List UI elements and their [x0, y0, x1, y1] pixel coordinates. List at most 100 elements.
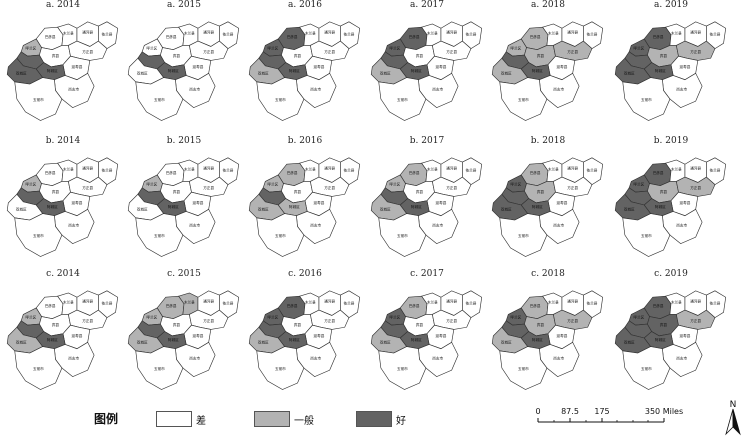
region-label-mulan: 木兰县: [305, 31, 316, 36]
region-label-fangzheng: 方正县: [324, 318, 335, 323]
region-label-yanshou: 延寿县: [193, 200, 204, 205]
region-label-hulan: 呼兰区: [389, 315, 400, 320]
region-label-tonghe: 通河县: [446, 166, 457, 171]
region-label-bayan: 巴彦县: [530, 34, 541, 39]
north-arrow-icon: N: [722, 398, 744, 436]
region-label-shuangcheng: 双城区: [16, 70, 27, 75]
region-label-fangzheng: 方正县: [567, 185, 578, 190]
region-label-bayan: 巴彦县: [287, 170, 298, 175]
region-label-yilan: 依兰县: [710, 32, 721, 37]
region-label-yilan: 依兰县: [223, 32, 234, 37]
region-label-shuangcheng: 双城区: [258, 70, 269, 75]
region-label-shangzhi: 尚志市: [189, 86, 200, 91]
region-label-hulan: 呼兰区: [146, 46, 157, 51]
region-label-shuangcheng: 双城区: [137, 70, 148, 75]
region-label-mulan: 木兰县: [184, 31, 195, 36]
region-label-hulan: 呼兰区: [633, 46, 644, 51]
panel-title: a. 2019: [654, 0, 688, 10]
region-label-acheng: 阿城区: [655, 204, 666, 209]
region-label-shangzhi: 尚志市: [310, 222, 321, 227]
region-label-mulan: 木兰县: [671, 167, 682, 172]
region-label-hulan: 呼兰区: [267, 315, 278, 320]
map-panel: a. 2015 巴彦县 木兰县 通河县 依兰县 呼兰区 宾县 方正县 延寿县 阿城区 双城区 尚志市五…: [125, 0, 243, 128]
region-label-hulan: 呼兰区: [389, 46, 400, 51]
map-panel: b. 2018 巴彦县 木兰县 通河县 依兰县 呼兰区 宾县 方正县 延寿县 阿城区 双城区 尚志市五…: [489, 136, 607, 264]
region-label-fangzheng: 方正县: [203, 185, 214, 190]
region-label-shuangcheng: 双城区: [137, 339, 148, 344]
region-label-fangzheng: 方正县: [324, 49, 335, 54]
region-label-bayan: 巴彦县: [409, 34, 420, 39]
region-label-wuchang: 五常市: [275, 97, 286, 102]
region-label-shangzhi: 尚志市: [676, 222, 687, 227]
region-label-bayan: 巴彦县: [530, 170, 541, 175]
region-label-wuchang: 五常市: [397, 97, 408, 102]
region-wuchang: [14, 213, 63, 257]
region-label-wuchang: 五常市: [518, 366, 529, 371]
region-label-bayan: 巴彦县: [45, 170, 56, 175]
region-label-mulan: 木兰县: [427, 167, 438, 172]
region-label-hulan: 呼兰区: [633, 182, 644, 187]
region-label-fangzheng: 方正县: [567, 318, 578, 323]
region-label-yanshou: 延寿县: [193, 64, 204, 69]
map-panel: a. 2016 巴彦县 木兰县 通河县 依兰县 呼兰区 宾县 方正县 延寿县 阿城区 双城区 尚志市五…: [246, 0, 364, 128]
region-label-yilan: 依兰县: [344, 301, 355, 306]
region-label-wuchang: 五常市: [518, 97, 529, 102]
map-panel: a. 2019 巴彦县 木兰县 通河县 依兰县 呼兰区 宾县 方正县 延寿县 阿城区 双城区 尚志市五…: [612, 0, 730, 128]
region-label-binxian: 宾县: [294, 322, 302, 327]
region-label-tonghe: 通河县: [82, 166, 93, 171]
scale-bar: 0 87.5 175 350 Miles: [535, 404, 686, 434]
region-label-acheng: 阿城区: [655, 337, 666, 342]
region-label-acheng: 阿城区: [47, 204, 58, 209]
region-label-binxian: 宾县: [660, 322, 668, 327]
panel-title: a. 2015: [167, 0, 201, 10]
legend-label-poor: 差: [196, 416, 206, 427]
scale-tick-3: 350 Miles: [645, 407, 683, 416]
region-label-wuchang: 五常市: [154, 97, 165, 102]
region-label-shangzhi: 尚志市: [432, 222, 443, 227]
region-label-yilan: 依兰县: [102, 32, 113, 37]
region-label-bayan: 巴彦县: [287, 303, 298, 308]
region-label-binxian: 宾县: [416, 322, 424, 327]
region-label-shangzhi: 尚志市: [553, 355, 564, 360]
region-label-binxian: 宾县: [52, 53, 60, 58]
region-label-mulan: 木兰县: [184, 167, 195, 172]
region-label-wuchang: 五常市: [518, 233, 529, 238]
region-label-yilan: 依兰县: [466, 168, 477, 173]
legend-label-good: 好: [396, 416, 406, 427]
scale-tick-1: 87.5: [561, 407, 579, 416]
region-label-yanshou: 延寿县: [680, 200, 691, 205]
region-label-mulan: 木兰县: [671, 300, 682, 305]
region-wuchang: [14, 346, 63, 390]
panel-title: b. 2019: [653, 136, 689, 146]
region-label-hulan: 呼兰区: [267, 182, 278, 187]
region-label-shuangcheng: 双城区: [380, 70, 391, 75]
region-label-hulan: 呼兰区: [510, 46, 521, 51]
region-label-tonghe: 通河县: [446, 30, 457, 35]
map-panel: c. 2017 巴彦县 木兰县 通河县 依兰县 呼兰区 宾县 方正县 延寿县 阿城区 双城区 尚志市五…: [368, 269, 486, 397]
region-label-yilan: 依兰县: [587, 32, 598, 37]
region-label-shuangcheng: 双城区: [501, 339, 512, 344]
region-label-fangzheng: 方正县: [690, 318, 701, 323]
region-wuchang: [622, 213, 671, 257]
region-label-tonghe: 通河县: [690, 299, 701, 304]
region-label-binxian: 宾县: [660, 189, 668, 194]
region-wuchang: [622, 346, 671, 390]
map-panel: b. 2016 巴彦县 木兰县 通河县 依兰县 呼兰区 宾县 方正县 延寿县 阿城区 双城区 尚志市五…: [246, 136, 364, 264]
region-label-tonghe: 通河县: [690, 30, 701, 35]
region-label-acheng: 阿城区: [289, 337, 300, 342]
region-label-mulan: 木兰县: [63, 300, 74, 305]
region-label-hulan: 呼兰区: [633, 315, 644, 320]
region-label-yilan: 依兰县: [223, 168, 234, 173]
panel-title: a. 2016: [288, 0, 322, 10]
region-label-binxian: 宾县: [416, 53, 424, 58]
region-label-binxian: 宾县: [537, 53, 545, 58]
panel-title: c. 2016: [288, 269, 322, 279]
region-label-binxian: 宾县: [537, 322, 545, 327]
